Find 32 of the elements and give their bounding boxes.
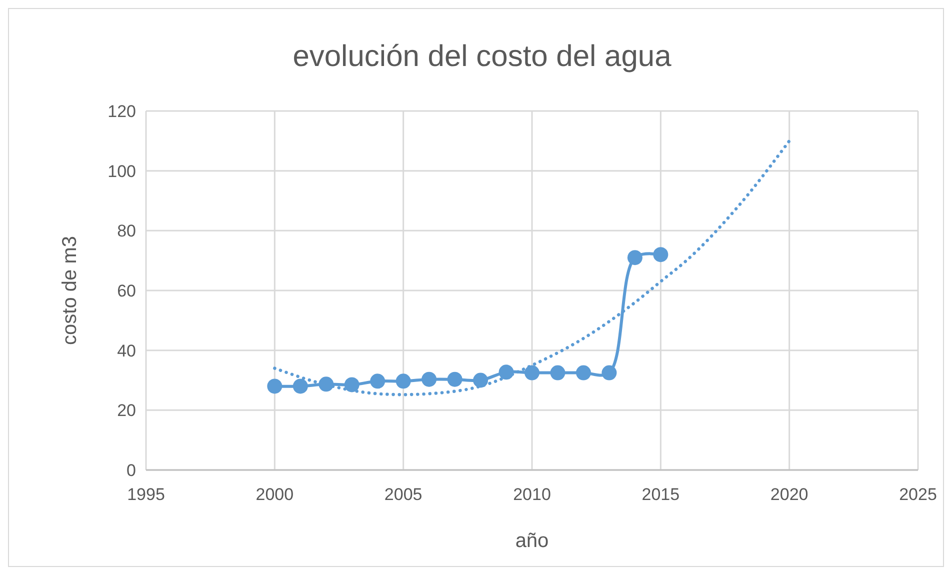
x-tick-label: 2020	[770, 485, 808, 504]
point	[370, 374, 386, 389]
point	[292, 378, 308, 394]
point	[267, 378, 282, 394]
point	[627, 250, 642, 266]
x-tick-label: 2010	[513, 485, 551, 504]
y-tick-label: 100	[108, 162, 136, 181]
point	[653, 247, 668, 262]
chart-title: evolución del costo del agua	[292, 40, 672, 73]
point	[602, 365, 617, 380]
y-tick-label: 80	[117, 222, 136, 241]
x-tick-label: 2015	[642, 485, 680, 504]
x-tick-label: 1995	[127, 485, 165, 504]
x-tick-label: 2000	[256, 485, 294, 504]
y-tick-label: 60	[117, 281, 136, 300]
point	[550, 365, 566, 380]
y-axis-title: costo de m3	[59, 236, 81, 345]
point	[524, 365, 540, 380]
x-axis-title: año	[515, 530, 549, 552]
y-tick-label: 120	[108, 102, 136, 121]
y-tick-label: 20	[117, 401, 136, 420]
point	[576, 365, 591, 380]
x-tick-label: 2025	[899, 485, 937, 504]
point	[396, 374, 411, 389]
point	[422, 372, 437, 387]
point	[473, 372, 488, 388]
y-tick-label: 0	[126, 460, 136, 480]
point	[344, 377, 360, 392]
line-series	[273, 139, 791, 396]
x-tick-label: 2005	[384, 485, 422, 504]
y-tick-label: 40	[117, 341, 136, 360]
point	[447, 372, 462, 387]
